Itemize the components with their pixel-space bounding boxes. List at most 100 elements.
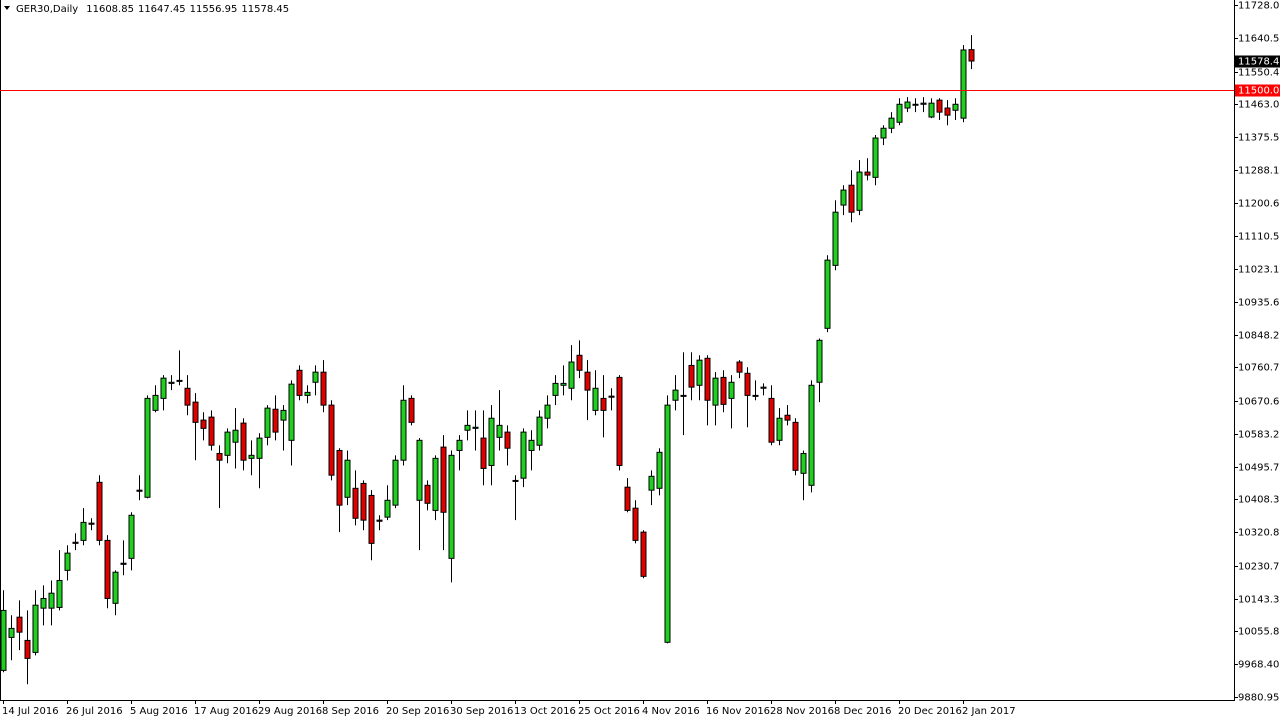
candle-body <box>88 522 95 525</box>
y-tick-label: 10670.65 <box>1238 397 1280 408</box>
chart-title: GER30,Daily <box>16 4 78 15</box>
candle-body <box>96 481 103 541</box>
candle-body <box>432 457 439 511</box>
header-close: 11578.45 <box>241 4 289 15</box>
candle-body <box>608 395 615 398</box>
candle-body <box>584 371 591 391</box>
candle-body <box>232 429 239 443</box>
y-tick-label: 10935.65 <box>1238 298 1280 309</box>
candle-body <box>520 431 527 479</box>
x-tick-label: 30 Sep 2016 <box>450 706 513 717</box>
candle-body <box>328 404 335 476</box>
header-high: 11647.45 <box>138 4 186 15</box>
x-tick-label: 29 Aug 2016 <box>258 706 322 717</box>
candle-body <box>544 404 551 419</box>
candle-body <box>752 394 759 397</box>
y-tick-label: 10055.85 <box>1238 627 1280 638</box>
candle-body <box>792 421 799 471</box>
candle-body <box>672 389 679 401</box>
candle-body <box>840 189 847 206</box>
candle-body <box>848 184 855 213</box>
candle-body <box>248 454 255 459</box>
candle-body <box>832 211 839 266</box>
candle-body <box>152 394 159 411</box>
candle-body <box>32 604 39 653</box>
x-tick-label: 16 Nov 2016 <box>706 706 770 717</box>
y-tick-label: 11375.55 <box>1238 133 1280 144</box>
candle-body <box>168 381 175 384</box>
candle-body <box>448 454 455 559</box>
candle-body <box>344 459 351 498</box>
y-tick-label: 10230.75 <box>1238 562 1280 573</box>
candle-body <box>416 439 423 501</box>
candle-body <box>200 419 207 429</box>
candle-body <box>528 439 535 451</box>
candle-body <box>368 494 375 544</box>
y-tick-label: 11640.55 <box>1238 34 1280 45</box>
y-tick-label: 11200.65 <box>1238 199 1280 210</box>
candle-body <box>800 452 807 474</box>
y-tick-label: 11463.00 <box>1238 100 1280 111</box>
candle-body <box>504 431 511 449</box>
x-tick-label: 2 Jan 2017 <box>962 706 1016 717</box>
candle-body <box>400 399 407 461</box>
candle-body <box>648 475 655 491</box>
candle-body <box>352 487 359 519</box>
symbol-title: GER30,Daily 11608.85 11647.45 11556.95 11578… <box>16 4 289 15</box>
candle-body <box>496 424 503 438</box>
candle-body <box>440 446 447 513</box>
candle-body <box>896 103 903 123</box>
x-tick-label: 14 Jul 2016 <box>2 706 59 717</box>
x-tick-label: 17 Aug 2016 <box>194 706 258 717</box>
x-tick-label: 8 Dec 2016 <box>834 706 892 717</box>
candle-body <box>464 424 471 431</box>
candle-body <box>888 117 895 129</box>
y-tick-label: 11728.00 <box>1238 1 1280 12</box>
candle-body <box>472 426 479 429</box>
candle-body <box>456 439 463 451</box>
menu-triangle[interactable] <box>4 6 10 10</box>
candle-body <box>136 489 143 492</box>
candle-body <box>56 579 63 608</box>
candle-body <box>760 386 767 389</box>
candle-body <box>696 359 703 386</box>
candle-body <box>288 383 295 441</box>
candle-body <box>704 357 711 401</box>
current-price-label: 11578.45 <box>1238 57 1280 68</box>
candle-body <box>48 592 55 609</box>
candle-body <box>664 404 671 643</box>
y-tick-label: 11023.10 <box>1238 265 1280 276</box>
candle-body <box>680 394 687 397</box>
candle-body <box>112 571 119 604</box>
y-tick-label: 10320.85 <box>1238 528 1280 539</box>
candle-body <box>128 514 135 559</box>
candle-body <box>568 361 575 389</box>
candle-body <box>592 387 599 411</box>
candle-body <box>24 639 31 659</box>
candle-body <box>8 627 15 638</box>
candle-body <box>768 397 775 443</box>
candle-body <box>408 397 415 423</box>
candle-body <box>80 521 87 541</box>
header-open: 11608.85 <box>86 4 134 15</box>
candle-body <box>256 437 263 459</box>
x-tick-label: 13 Oct 2016 <box>514 706 576 717</box>
y-tick-label: 11110.55 <box>1238 232 1280 243</box>
candle-body <box>856 171 863 211</box>
candle-body <box>928 102 935 118</box>
x-tick-label: 26 Jul 2016 <box>66 706 123 717</box>
x-tick-label: 20 Dec 2016 <box>898 706 962 717</box>
candle-body <box>208 416 215 446</box>
candle-body <box>360 482 367 521</box>
candle-body <box>736 361 743 373</box>
candle-body <box>960 49 967 119</box>
candle-body <box>784 414 791 421</box>
candle-body <box>272 408 279 433</box>
candle-body <box>640 531 647 577</box>
candle-body <box>776 417 783 441</box>
candle-body <box>632 507 639 541</box>
y-tick-label: 9968.40 <box>1238 660 1279 671</box>
